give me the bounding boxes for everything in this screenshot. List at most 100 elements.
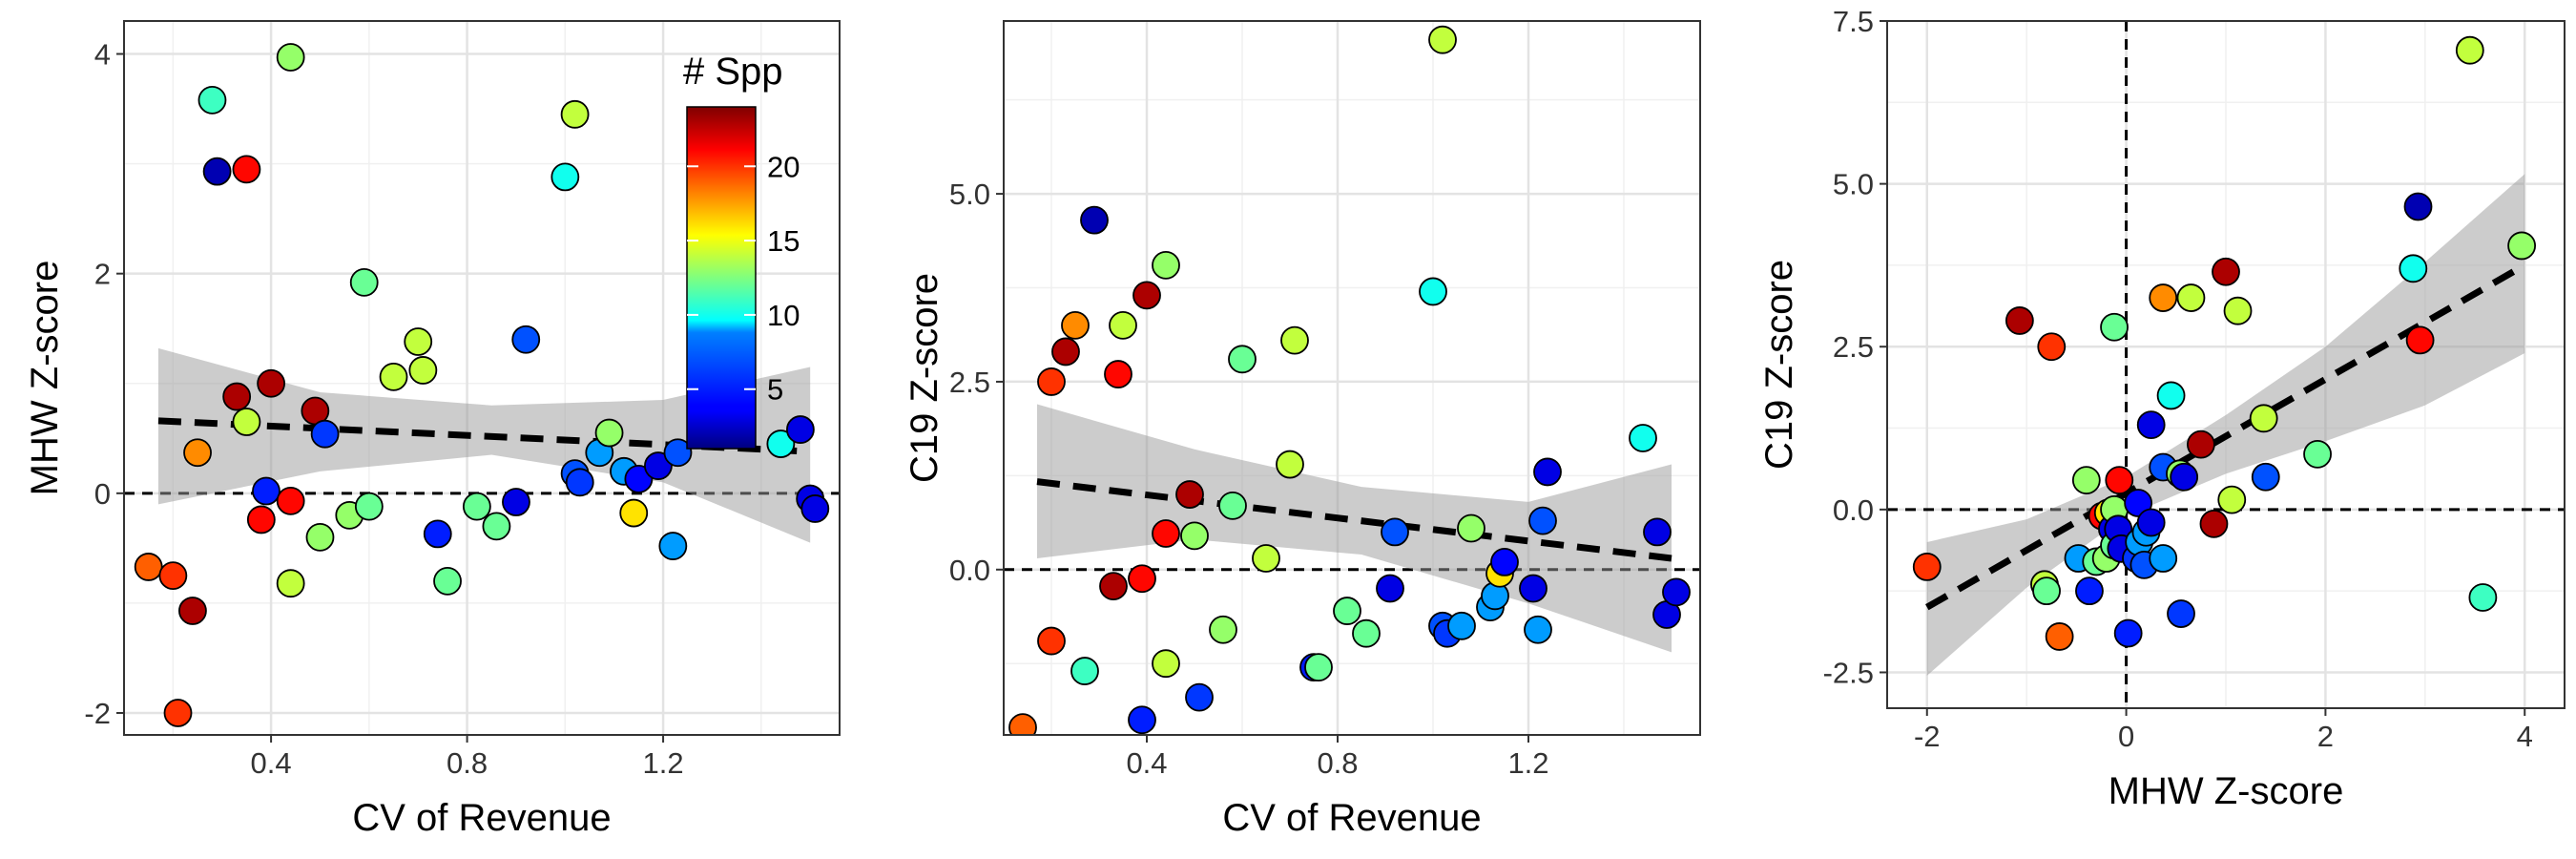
- data-point: [2149, 283, 2178, 312]
- legend-tick-label: 5: [767, 373, 783, 407]
- data-point: [2167, 599, 2195, 628]
- data-point: [423, 519, 452, 549]
- data-point: [658, 532, 688, 560]
- data-point: [619, 498, 649, 528]
- legend-tick-label: 15: [767, 224, 800, 258]
- data-point: [1533, 457, 1562, 487]
- data-point: [2249, 404, 2278, 433]
- data-point: [2186, 430, 2215, 459]
- data-point: [800, 494, 830, 523]
- data-point: [594, 418, 624, 448]
- data-point: [257, 368, 286, 398]
- data-point: [1037, 367, 1066, 396]
- data-point: [1175, 480, 1204, 509]
- confidence-band: [1037, 404, 1672, 653]
- y-tick-label: 2: [94, 258, 111, 291]
- data-point: [354, 492, 384, 521]
- x-tick-label: -2: [1914, 720, 1941, 753]
- data-point: [2037, 332, 2067, 362]
- data-point: [404, 327, 433, 356]
- data-point: [158, 561, 188, 591]
- y-axis-title: C19 Z-score: [1758, 260, 1800, 470]
- data-point: [252, 476, 280, 506]
- data-point: [1104, 360, 1132, 388]
- data-point: [1061, 310, 1090, 340]
- data-point: [1051, 337, 1080, 367]
- x-tick-label: 0: [2118, 720, 2134, 753]
- data-point: [1228, 345, 1257, 374]
- y-tick-label: 5.0: [949, 178, 990, 211]
- data-point: [1128, 705, 1156, 735]
- data-point: [1152, 519, 1180, 548]
- data-point: [551, 162, 580, 192]
- data-point: [482, 512, 511, 541]
- panel-border: [123, 20, 841, 736]
- data-point: [379, 362, 408, 391]
- x-tick-label: 0.4: [251, 746, 292, 780]
- data-point: [1218, 491, 1247, 520]
- data-point: [2124, 489, 2153, 517]
- y-axis-title: C19 Z-score: [904, 273, 945, 483]
- y-tick-label: 2.5: [1833, 330, 1874, 364]
- data-point: [2136, 508, 2166, 537]
- data-point: [644, 451, 673, 480]
- data-point: [232, 408, 261, 436]
- data-point: [786, 415, 815, 444]
- y-axis-title: MHW Z-score: [24, 261, 66, 496]
- panel-2: 0.4 0.8 1.2 0.0 2.5 5.0 CV of Revenue C19 Z-sco…: [904, 20, 1701, 839]
- data-point: [1304, 653, 1333, 682]
- data-point: [1209, 615, 1237, 644]
- data-point: [2455, 35, 2484, 65]
- data-point: [2223, 296, 2253, 325]
- data-point: [1109, 310, 1137, 340]
- data-point: [433, 566, 462, 596]
- x-tick-label: 0.4: [1126, 746, 1167, 780]
- data-point: [2468, 583, 2498, 612]
- data-point: [2136, 410, 2166, 440]
- x-tick-label: 0.8: [447, 746, 488, 780]
- data-point: [1152, 250, 1180, 280]
- data-point: [276, 43, 305, 72]
- data-point: [2403, 192, 2433, 221]
- data-point: [565, 468, 594, 497]
- data-point: [1419, 277, 1447, 306]
- data-point: [1519, 574, 1548, 603]
- data-point: [197, 85, 227, 115]
- data-point: [2176, 283, 2206, 312]
- data-point: [232, 155, 261, 184]
- data-point: [766, 430, 796, 458]
- x-tick-label: 1.2: [1507, 746, 1548, 780]
- colorbar-legend: # Spp 5 10 15 20: [683, 51, 800, 450]
- data-point: [1132, 281, 1161, 310]
- data-point: [2005, 306, 2034, 335]
- data-point: [2149, 544, 2178, 573]
- data-point: [1376, 574, 1404, 603]
- data-point: [1008, 713, 1037, 735]
- data-point: [2199, 509, 2229, 538]
- data-point: [2075, 576, 2104, 606]
- legend-tick-label: 10: [767, 299, 800, 332]
- data-point: [310, 419, 340, 449]
- x-tick-label: 0.8: [1317, 746, 1358, 780]
- data-point: [2217, 485, 2247, 514]
- y-tick-label: 5.0: [1833, 168, 1874, 201]
- regression-fit-line: [1925, 262, 2526, 611]
- data-point: [134, 553, 163, 581]
- plot-area: [124, 21, 840, 735]
- data-point: [1662, 577, 1691, 607]
- y-tick-label: 0: [94, 477, 111, 511]
- data-point: [1912, 553, 1942, 581]
- y-tick-label: 0.0: [1833, 493, 1874, 527]
- data-point: [1447, 611, 1476, 640]
- data-point: [2100, 312, 2129, 342]
- data-point: [1352, 618, 1381, 648]
- data-point: [2212, 257, 2240, 286]
- data-point: [349, 267, 379, 297]
- data-point: [663, 438, 693, 468]
- data-point: [1128, 564, 1156, 594]
- data-point: [2507, 231, 2537, 261]
- y-tick-label: -2: [84, 697, 111, 730]
- data-point: [2405, 325, 2435, 355]
- data-point: [1457, 513, 1485, 543]
- data-point: [1524, 615, 1552, 644]
